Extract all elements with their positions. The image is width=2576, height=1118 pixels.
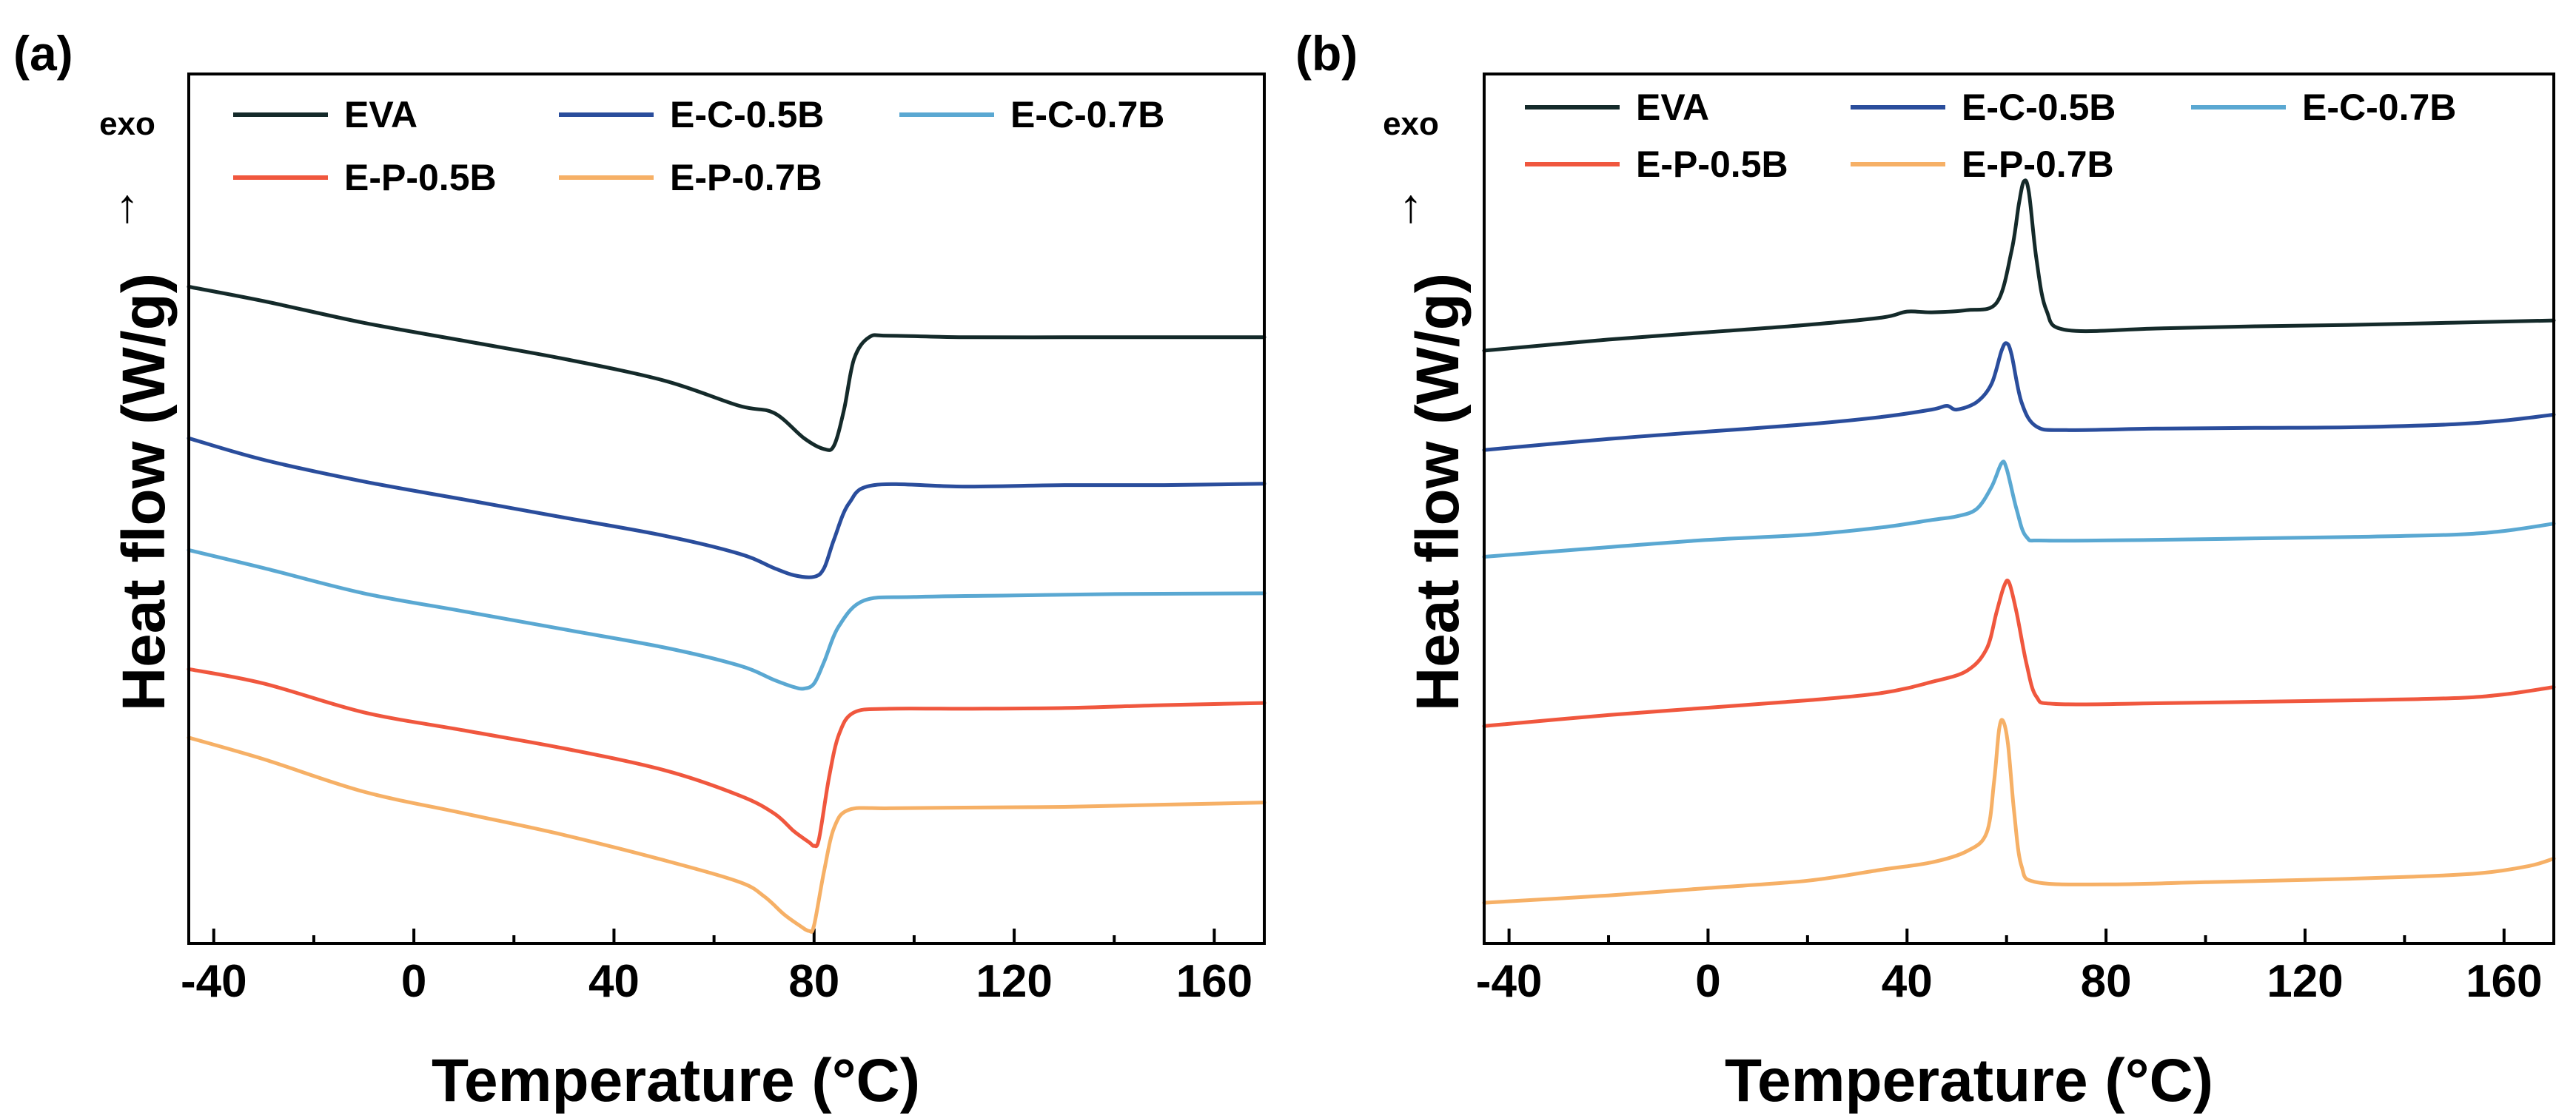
x-ticks: -40 0 40 80 120 160 [181, 929, 1252, 1007]
x-tick-label: 160 [1176, 956, 1252, 1007]
legend-label-e-p-0-7b: E-P-0.7B [670, 157, 822, 198]
legend-label-e-p-0-5b: E-P-0.5B [1636, 144, 1788, 185]
legend-label-eva: EVA [344, 94, 417, 135]
x-tick-label: 80 [788, 956, 839, 1007]
legend: EVA E-C-0.5B E-C-0.7B E-P-0.5B E-P-0.7B [1525, 87, 2456, 185]
panel-b: (b) exo ↑ Heat flow (W/g) Temperature (°… [1295, 26, 2556, 1114]
x-tick-label: 0 [1695, 956, 1720, 1007]
exo-label: exo [1383, 106, 1439, 142]
x-tick-label: -40 [181, 956, 247, 1007]
series-line-eva [187, 285, 1267, 452]
legend-label-eva: EVA [1636, 87, 1709, 128]
exo-arrow-icon: ↑ [1399, 179, 1423, 232]
panel-a-label: (a) [13, 26, 73, 81]
exo-label: exo [99, 106, 155, 142]
x-tick-label: 80 [2081, 956, 2132, 1007]
legend-label-e-c-0-5b: E-C-0.5B [670, 94, 824, 135]
series-line-e-p-0-7b [187, 735, 1267, 934]
series-line-e-c-0-5b [187, 436, 1267, 579]
exo-arrow-icon: ↑ [115, 179, 139, 232]
series-line-e-c-0-7b [1482, 459, 2556, 559]
x-tick-label: 120 [976, 956, 1052, 1007]
x-tick-label: 160 [2466, 956, 2542, 1007]
legend-label-e-p-0-7b: E-P-0.7B [1962, 144, 2114, 185]
legend-label-e-p-0-5b: E-P-0.5B [344, 157, 497, 198]
plot-frame [1483, 73, 2555, 945]
legend-label-e-c-0-7b: E-C-0.7B [1010, 94, 1164, 135]
x-tick-label: 40 [588, 956, 640, 1007]
x-tick-label: 40 [1882, 956, 1933, 1007]
y-axis-label: Heat flow (W/g) [1404, 273, 1472, 711]
series-line-e-p-0-7b [1482, 718, 2556, 905]
legend: EVA E-C-0.5B E-C-0.7B E-P-0.5B E-P-0.7B [233, 94, 1164, 198]
x-tick-label: -40 [1476, 956, 1543, 1007]
series-line-e-p-0-5b [187, 667, 1267, 849]
plot-lines [1482, 178, 2556, 905]
plot-frame [187, 73, 1266, 945]
legend-label-e-c-0-5b: E-C-0.5B [1962, 87, 2116, 128]
plot-lines [187, 285, 1267, 934]
legend-label-e-c-0-7b: E-C-0.7B [2302, 87, 2456, 128]
x-axis-label: Temperature (°C) [1725, 1047, 2213, 1114]
x-axis-label: Temperature (°C) [432, 1047, 920, 1114]
panel-a: (a) exo ↑ Heat flow (W/g) Temperature (°… [13, 26, 1267, 1114]
x-tick-label: 0 [401, 956, 426, 1007]
panel-b-label: (b) [1295, 26, 1358, 81]
series-line-e-p-0-5b [1482, 579, 2556, 728]
series-line-eva [1482, 178, 2556, 353]
x-ticks: -40 0 40 80 120 160 [1476, 929, 2543, 1007]
x-tick-label: 120 [2267, 956, 2343, 1007]
y-axis-label: Heat flow (W/g) [110, 273, 178, 711]
series-line-e-c-0-7b [187, 548, 1267, 691]
series-line-e-c-0-5b [1482, 341, 2556, 452]
